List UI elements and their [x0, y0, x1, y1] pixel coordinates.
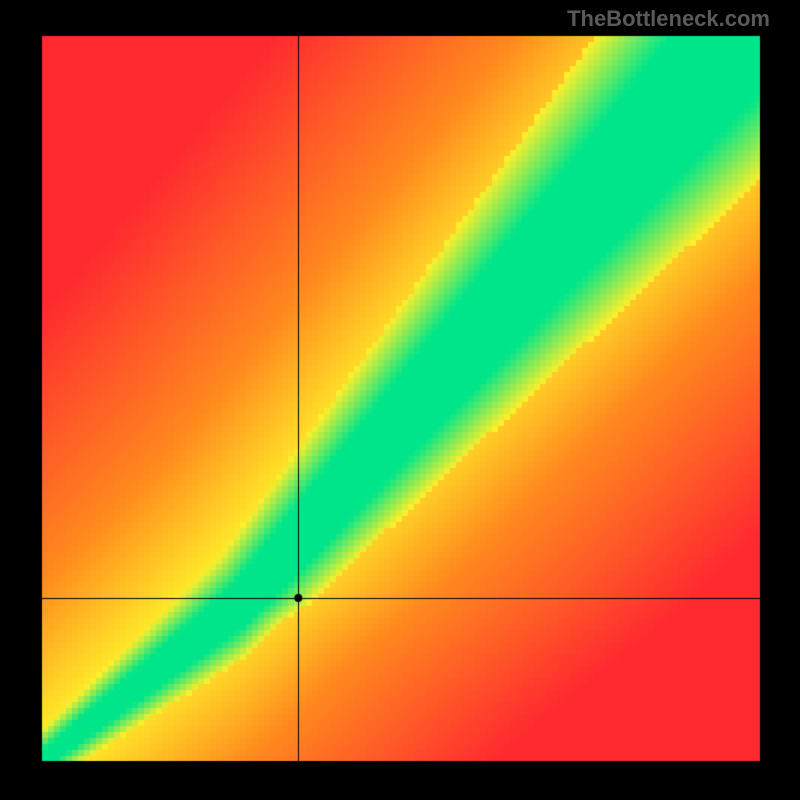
watermark-text: TheBottleneck.com [567, 6, 770, 32]
chart-container: { "watermark": { "text": "TheBottleneck.… [0, 0, 800, 800]
bottleneck-heatmap [0, 0, 800, 800]
